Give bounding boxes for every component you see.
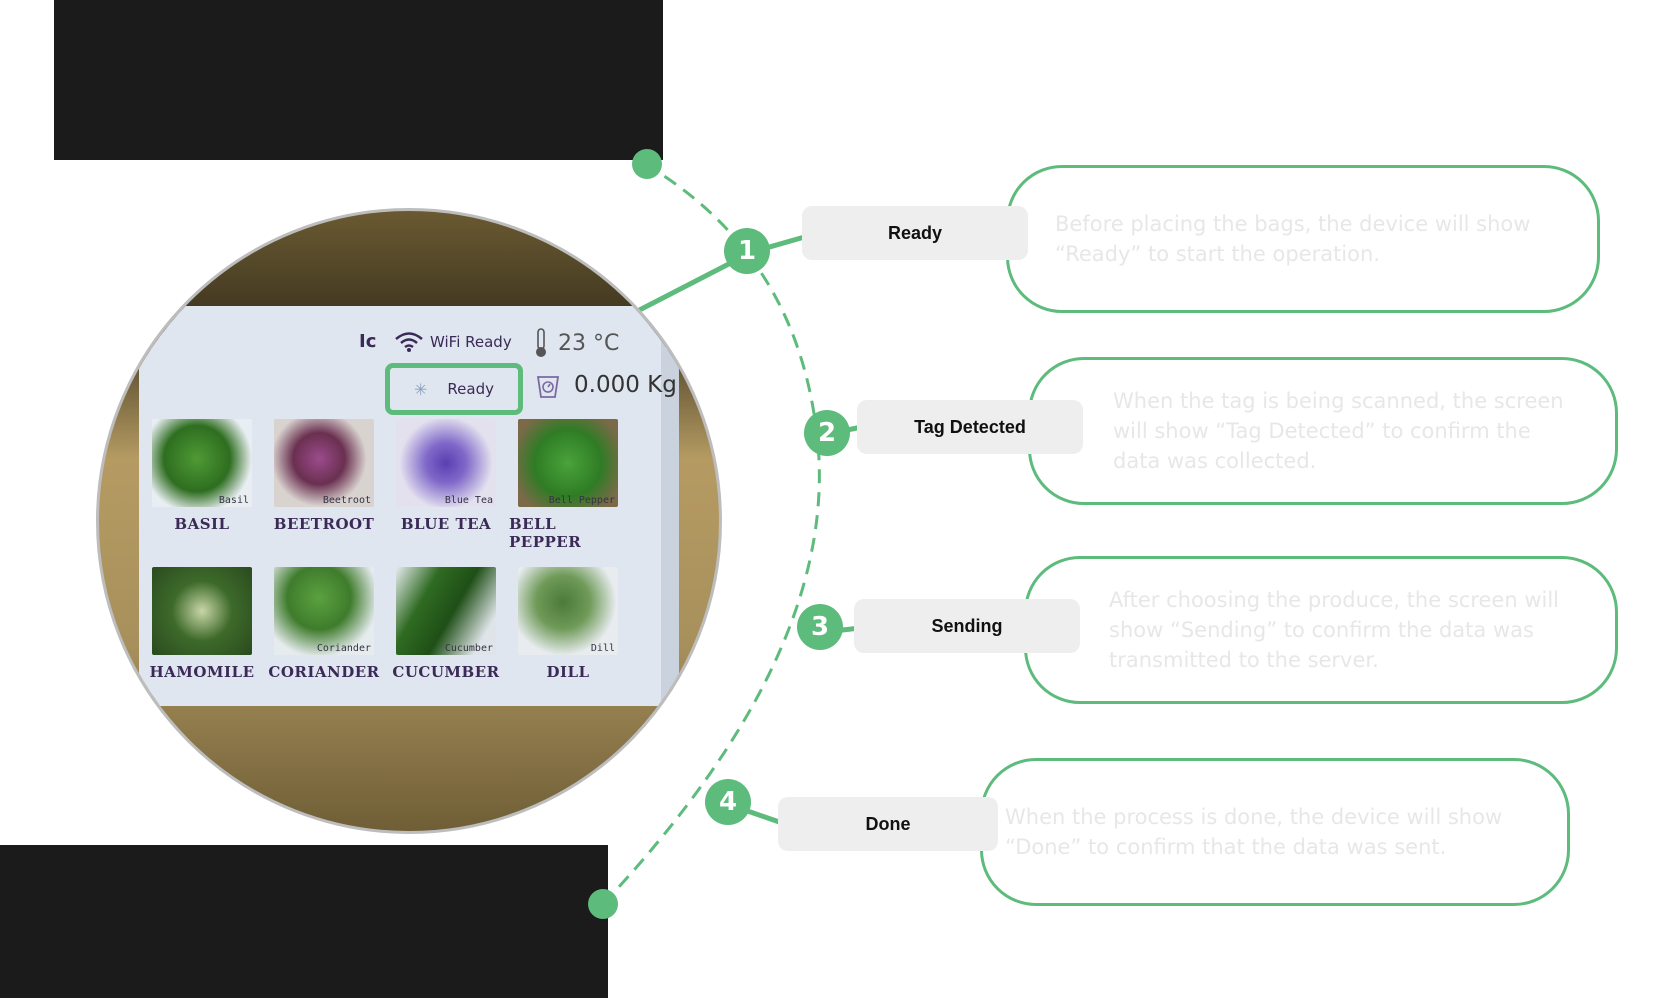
weight-status: 0.000 Kg <box>534 371 677 399</box>
temperature-value: 23 °C <box>558 330 620 356</box>
step-4-description: When the process is done, the device wil… <box>1005 805 1503 859</box>
step-2-number: 2 <box>804 410 850 456</box>
tile-caption: Coriander <box>316 643 371 654</box>
blue-tea-image: Blue Tea <box>396 419 496 507</box>
arc-end-dot <box>588 889 618 919</box>
wifi-label: WiFi Ready <box>430 333 512 351</box>
bottom-black-block <box>0 845 608 998</box>
weight-value: 0.000 Kg <box>574 372 677 398</box>
step-4-description-box: When the process is done, the device wil… <box>980 758 1570 906</box>
step-2-label: Tag Detected <box>857 400 1083 454</box>
tile-name: BELL PEPPER <box>509 515 582 551</box>
screen-edge <box>661 306 679 706</box>
beetroot-image: Beetroot <box>274 419 374 507</box>
tile-caption: Basil <box>218 495 249 506</box>
tile-caption: Dill <box>590 643 615 654</box>
tile-name: BLUE TEA <box>400 515 492 533</box>
produce-tile-chamomile[interactable]: HAMOMILE <box>143 567 261 681</box>
dill-image: Dill <box>518 567 618 655</box>
tile-name: BEETROOT <box>273 515 375 533</box>
top-black-block <box>54 0 663 160</box>
produce-tile-basil[interactable]: Basil BASIL <box>143 419 261 551</box>
tile-name: CORIANDER <box>268 663 380 681</box>
ready-status-label: Ready <box>447 380 494 398</box>
tile-caption: Beetroot <box>322 495 371 506</box>
step-1-description: Before placing the bags, the device will… <box>1055 212 1531 266</box>
step-1-label: Ready <box>802 206 1028 260</box>
step-2-description: When the tag is being scanned, the scree… <box>1113 389 1564 473</box>
arc-start-dot <box>632 149 662 179</box>
tile-caption: Cucumber <box>444 643 493 654</box>
status-ic-label: Ic <box>359 331 377 352</box>
produce-tile-dill[interactable]: Dill DILL <box>509 567 627 681</box>
step-4-label: Done <box>778 797 998 851</box>
produce-grid: Basil BASIL Beetroot BEETROOT Blue Tea B… <box>141 419 663 681</box>
produce-tile-bell-pepper[interactable]: Bell Pepper BELL PEPPER <box>509 419 627 551</box>
basil-image: Basil <box>152 419 252 507</box>
coriander-image: Coriander <box>274 567 374 655</box>
produce-tile-coriander[interactable]: Coriander CORIANDER <box>265 567 383 681</box>
wifi-icon <box>395 332 423 352</box>
wifi-status: WiFi Ready <box>394 331 512 353</box>
step-2-description-box: When the tag is being scanned, the scree… <box>1028 357 1618 505</box>
tile-caption: Blue Tea <box>444 495 493 506</box>
cucumber-image: Cucumber <box>396 567 496 655</box>
ready-status-box: ✳ Ready <box>385 363 523 415</box>
step-1-number: 1 <box>724 228 770 274</box>
step-3-description-box: After choosing the produce, the screen w… <box>1024 556 1618 704</box>
loading-spinner-icon: ✳ <box>414 379 428 399</box>
tile-name: DILL <box>546 663 590 681</box>
step-3-description: After choosing the produce, the screen w… <box>1109 588 1559 672</box>
tile-name: BASIL <box>174 515 230 533</box>
tile-name: HAMOMILE <box>149 663 255 681</box>
step-1-description-box: Before placing the bags, the device will… <box>1006 165 1600 313</box>
step-4-number: 4 <box>705 779 751 825</box>
bell-pepper-image: Bell Pepper <box>518 419 618 507</box>
device-screen: Ic WiFi Ready 23 °C ✳ Ready <box>139 306 679 706</box>
produce-tile-blue-tea[interactable]: Blue Tea BLUE TEA <box>387 419 505 551</box>
thermometer-icon <box>536 328 546 357</box>
temperature-status: 23 °C <box>534 328 619 358</box>
produce-tile-cucumber[interactable]: Cucumber CUCUMBER <box>387 567 505 681</box>
chamomile-image <box>152 567 252 655</box>
produce-tile-beetroot[interactable]: Beetroot BEETROOT <box>265 419 383 551</box>
device-photo: Ic WiFi Ready 23 °C ✳ Ready <box>96 208 722 834</box>
tile-caption: Bell Pepper <box>548 495 615 506</box>
scale-icon <box>536 376 560 398</box>
tile-name: CUCUMBER <box>392 663 500 681</box>
step-3-label: Sending <box>854 599 1080 653</box>
step-3-number: 3 <box>797 604 843 650</box>
